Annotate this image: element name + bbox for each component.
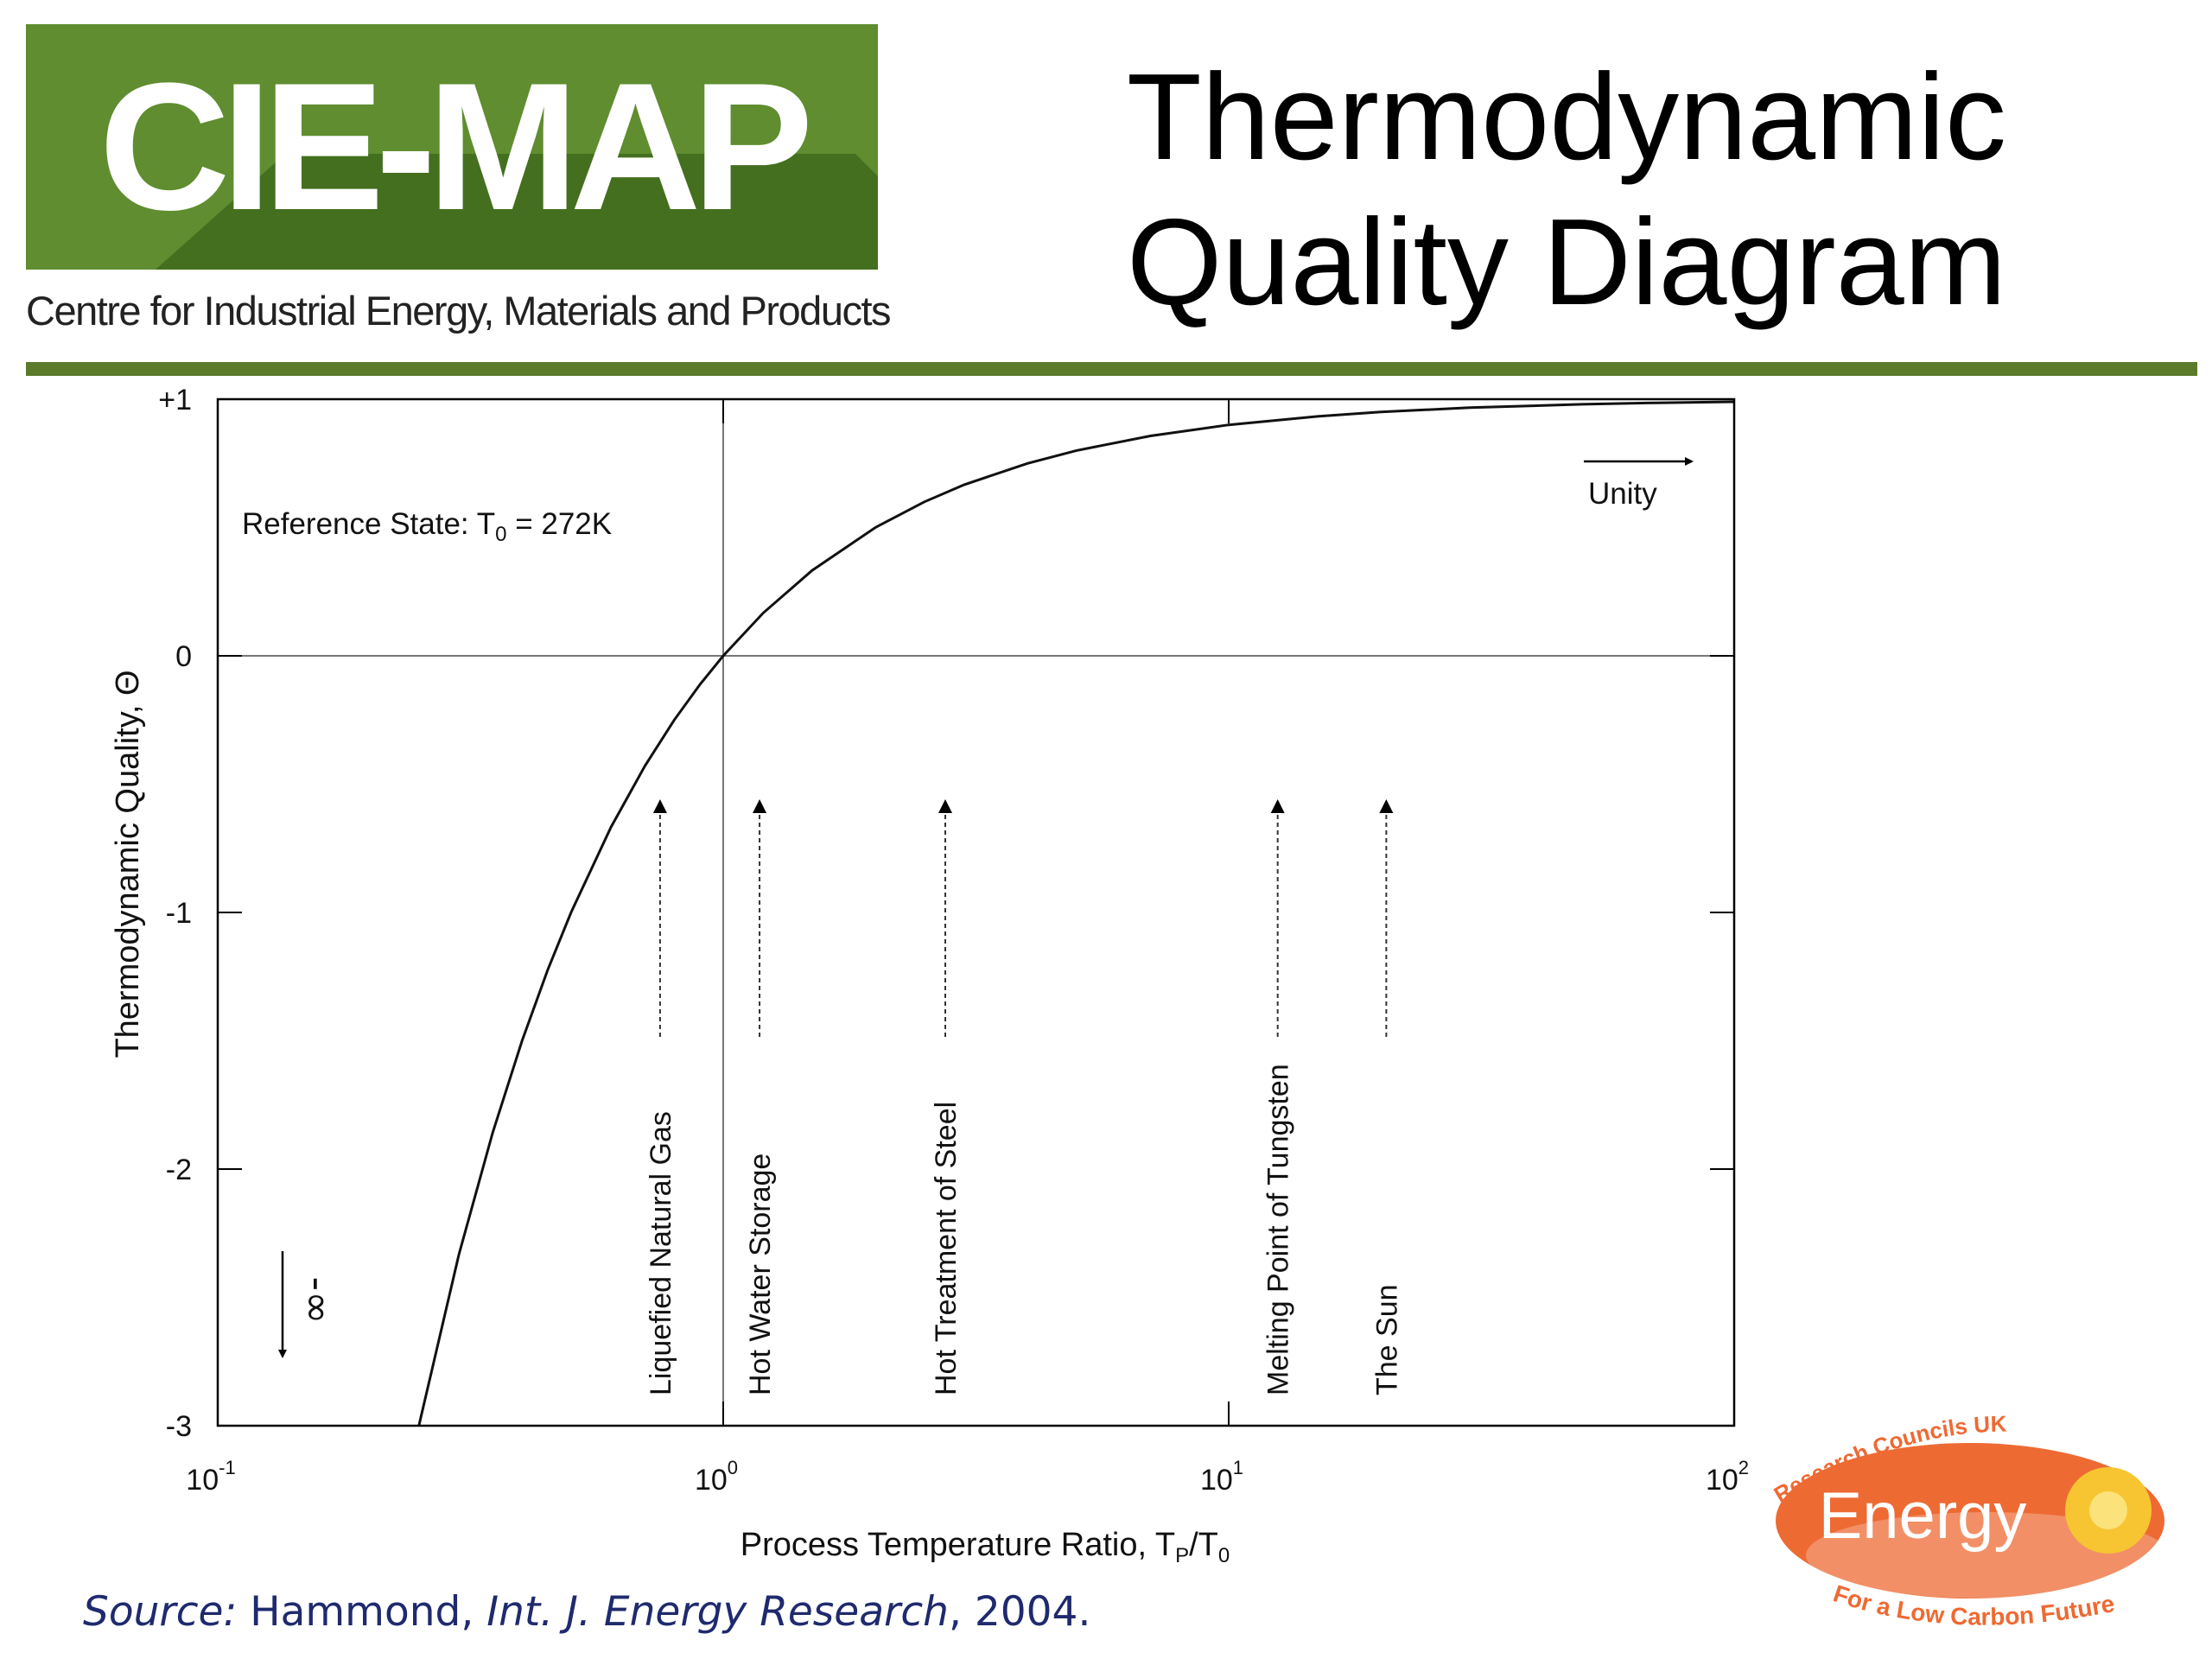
application-label: Hot Water Storage	[744, 1154, 777, 1395]
series-layer	[417, 400, 1735, 1427]
quality-curve	[417, 400, 1735, 1427]
source-author: Hammond,	[237, 1588, 487, 1636]
y-tick-label: -2	[166, 1154, 192, 1186]
y-tick-label: -3	[166, 1410, 192, 1443]
logo-subtitle: Centre for Industrial Energy, Materials …	[26, 288, 892, 334]
source-prefix: Source:	[83, 1588, 238, 1636]
application-marker: Hot Water Storage	[744, 799, 777, 1395]
energy-logo-ellipse	[1776, 1443, 2164, 1599]
up-arrow-icon	[1379, 799, 1394, 813]
energy-logo-main-text: Energy	[1819, 1479, 2027, 1553]
reference-state-label: Reference State: T0 = 272K	[242, 507, 612, 546]
logo-text: CIE-MAP	[99, 45, 814, 248]
application-label: Melting Point of Tungsten	[1262, 1064, 1295, 1395]
up-arrow-icon	[1270, 799, 1285, 813]
source-year: , 2004.	[948, 1588, 1091, 1636]
y-tick-label: -1	[166, 897, 192, 930]
application-marker: Hot Treatment of Steel	[930, 799, 963, 1395]
source-citation: Source: Hammond, Int. J. Energy Research…	[83, 1588, 1090, 1636]
plot-frame	[216, 397, 1736, 1427]
axis-ticks: +1 0 -1 -2 -3 10-1 100 101 102	[158, 384, 1749, 1497]
page-title: Thermodynamic Quality Diagram	[1127, 45, 2006, 335]
x-axis-label: Process Temperature Ratio, TP/T0	[741, 1527, 1230, 1567]
page-title-line-2: Quality Diagram	[1127, 194, 2006, 331]
application-label: Hot Treatment of Steel	[930, 1102, 963, 1395]
x-tick-label: 10-1	[186, 1457, 235, 1497]
page-title-line-1: Thermodynamic	[1127, 48, 2006, 186]
y-tick-label: 0	[175, 640, 192, 673]
unity-label: Unity	[1588, 477, 1657, 511]
source-journal: Int. J. Energy Research	[486, 1588, 949, 1636]
up-arrow-icon	[652, 799, 667, 813]
sun-icon-inner	[2089, 1491, 2127, 1529]
application-label: The Sun	[1370, 1284, 1403, 1395]
up-arrow-icon	[753, 799, 767, 813]
title-rule	[26, 362, 2197, 376]
x-tick-label: 102	[1706, 1457, 1749, 1497]
rcuk-energy-logo: Research Councils UK Energy For a Low Ca…	[1770, 1411, 2169, 1630]
neg-infinity-label: -∞	[295, 1277, 341, 1325]
x-tick-label: 101	[1200, 1457, 1243, 1497]
x-tick-label: 100	[695, 1457, 738, 1497]
up-arrow-icon	[938, 799, 953, 813]
application-label: Liquefied Natural Gas	[645, 1111, 677, 1395]
application-marker: The Sun	[1370, 799, 1403, 1395]
y-tick-label: +1	[158, 384, 192, 416]
application-marker: Melting Point of Tungsten	[1262, 799, 1295, 1395]
logo-background	[26, 24, 878, 270]
application-marker: Liquefied Natural Gas	[645, 799, 677, 1395]
y-axis-label: Thermodynamic Quality, Θ	[110, 670, 146, 1058]
reference-lines	[218, 399, 1734, 1426]
cie-map-logo: CIE-MAP	[26, 24, 878, 270]
annotations-layer: Liquefied Natural Gas Hot Water Storage Ho…	[278, 457, 1694, 1395]
